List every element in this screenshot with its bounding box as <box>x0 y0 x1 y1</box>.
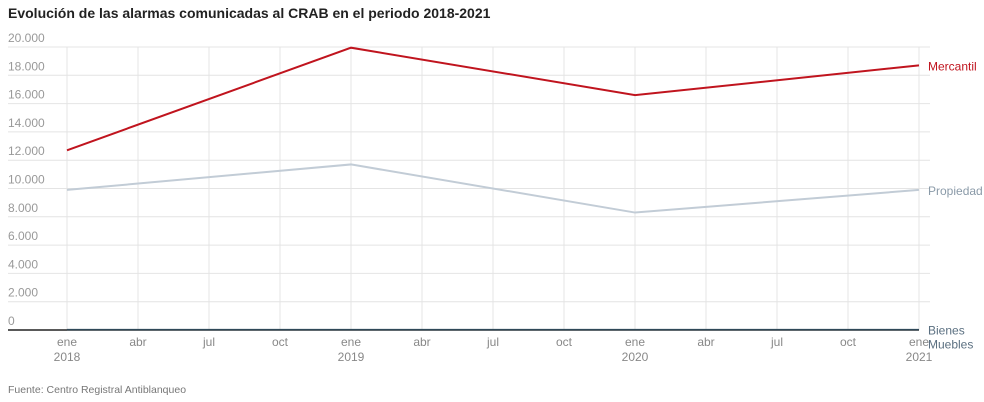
y-tick-label: 4.000 <box>8 257 38 271</box>
series-label-bienes-muebles: Bienes Muebles <box>928 324 973 352</box>
y-tick-label: 14.000 <box>8 116 45 130</box>
series-line-mercantil <box>66 46 920 152</box>
x-tick-label: oct <box>840 335 857 349</box>
x-tick-year: 2018 <box>54 350 81 364</box>
x-tick-year: 2020 <box>622 350 649 364</box>
x-tick-year: 2021 <box>906 350 933 364</box>
source-note: Fuente: Centro Registral Antiblanqueo <box>8 384 187 396</box>
x-tick-label: jul <box>486 335 499 349</box>
x-tick-label: ene <box>57 335 77 349</box>
x-tick-year: 2019 <box>338 350 365 364</box>
x-tick-label: ene <box>909 335 929 349</box>
x-tick-label: abr <box>129 335 146 349</box>
series-label-mercantil: Mercantil <box>928 59 977 73</box>
x-tick-label: jul <box>202 335 215 349</box>
x-tick-label: ene <box>625 335 645 349</box>
x-tick-label: abr <box>413 335 430 349</box>
y-tick-label: 2.000 <box>8 286 38 300</box>
x-tick-label: ene <box>341 335 361 349</box>
chart-title: Evolución de las alarmas comunicadas al … <box>8 5 491 21</box>
series-label-propiedad: Propiedad <box>928 184 983 198</box>
y-tick-label: 20.000 <box>8 31 45 45</box>
y-tick-label: 0 <box>8 314 15 328</box>
y-tick-label: 10.000 <box>8 173 45 187</box>
y-tick-label: 8.000 <box>8 201 38 215</box>
x-tick-label: abr <box>697 335 714 349</box>
y-tick-label: 18.000 <box>8 59 45 73</box>
y-tick-label: 12.000 <box>8 144 45 158</box>
series-line-propiedad <box>66 163 920 214</box>
y-tick-label: 6.000 <box>8 229 38 243</box>
x-tick-label: oct <box>272 335 289 349</box>
x-tick-label: oct <box>556 335 573 349</box>
y-tick-label: 16.000 <box>8 88 45 102</box>
x-tick-label: jul <box>770 335 783 349</box>
